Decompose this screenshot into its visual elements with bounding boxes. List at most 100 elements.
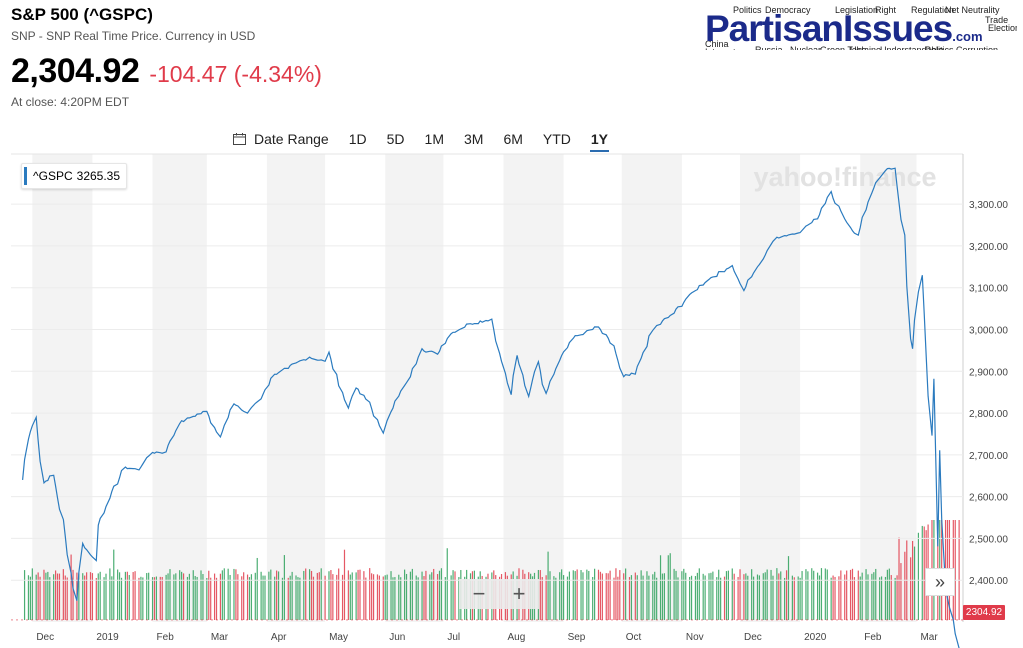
volume-bar [663, 573, 666, 620]
volume-bar [640, 570, 642, 620]
volume-bar [357, 569, 359, 620]
volume-bar [382, 576, 384, 620]
volume-bar [97, 573, 99, 620]
volume-bar [559, 572, 561, 620]
volume-bar [148, 572, 150, 620]
volume-bar [274, 576, 276, 620]
volume-bar [588, 570, 590, 620]
logo-word: Right [875, 6, 897, 15]
range-1y[interactable]: 1Y [589, 126, 610, 152]
volume-bar [332, 574, 334, 620]
volume-bar [165, 574, 167, 620]
range-1d[interactable]: 1D [348, 131, 367, 147]
volume-bar [785, 570, 788, 620]
range-3m[interactable]: 3M [463, 131, 484, 147]
volume-bar [210, 577, 212, 620]
y-tick-label: 3,200.00 [969, 242, 1008, 253]
volume-bar [310, 570, 313, 620]
volume-bar [169, 569, 171, 620]
volume-bar [320, 568, 322, 620]
volume-bar [126, 571, 128, 620]
volume-bar [787, 556, 790, 620]
volume-bar [832, 575, 834, 620]
x-tick-label: Aug [507, 632, 525, 643]
volume-bar [276, 570, 278, 620]
x-tick-label: Dec [744, 632, 762, 643]
volume-bar [91, 573, 94, 620]
volume-bar [167, 573, 169, 620]
volume-bar [752, 576, 755, 620]
volume-bar [791, 575, 793, 620]
volume-bar [415, 575, 417, 620]
range-5d[interactable]: 5D [386, 131, 405, 147]
volume-bar [857, 570, 859, 620]
logo-word: China [705, 39, 729, 49]
volume-bar [227, 568, 229, 620]
zoom-in-button[interactable]: + [512, 581, 526, 606]
month-band [266, 154, 326, 622]
y-tick-label: 2,500.00 [969, 534, 1008, 545]
volume-bar [351, 572, 353, 620]
legend-symbol: ^GSPC [33, 169, 73, 183]
volume-bar [431, 572, 433, 620]
volume-bar [452, 570, 454, 620]
volume-bar [592, 577, 594, 620]
volume-bar [568, 571, 571, 620]
x-tick-label: Apr [271, 632, 287, 643]
volume-bar [254, 572, 256, 620]
volume-bar [888, 568, 890, 620]
x-tick-label: Jun [389, 632, 405, 643]
zoom-controls: − + [459, 579, 539, 609]
volume-bar [235, 569, 237, 620]
volume-bar [811, 568, 813, 620]
volume-bar [764, 572, 766, 620]
volume-bar [458, 577, 460, 620]
volume-bar [43, 569, 45, 620]
volume-bar [223, 568, 225, 620]
range-1m[interactable]: 1M [424, 131, 444, 147]
volume-bar [586, 569, 588, 620]
volume-bar [425, 570, 427, 620]
volume-bar [958, 520, 960, 620]
volume-bar [784, 577, 786, 620]
volume-bar [444, 577, 446, 620]
volume-bar [712, 571, 714, 620]
volume-bar [37, 572, 39, 620]
expand-chevron-button[interactable]: » [925, 568, 955, 596]
logo-word: Internet [705, 48, 736, 51]
volume-bar [343, 549, 346, 620]
volume-bar [770, 569, 772, 620]
volume-bar [394, 577, 396, 620]
date-range-button[interactable]: Date Range [233, 126, 329, 152]
volume-bar [196, 576, 198, 620]
volume-bar [84, 575, 86, 620]
series-legend[interactable]: ^GSPC 3265.35 [21, 163, 128, 189]
y-tick-label: 3,100.00 [969, 284, 1008, 295]
volume-bar [423, 576, 425, 620]
volume-bar [619, 570, 621, 620]
volume-bar [704, 575, 706, 620]
volume-bar [609, 570, 611, 620]
range-ytd[interactable]: YTD [542, 131, 571, 147]
logo-word: Politics Corruption [925, 45, 999, 51]
range-6m[interactable]: 6M [503, 131, 523, 147]
volume-bar [268, 571, 270, 620]
month-band [503, 154, 564, 622]
partisanissues-logo: Politics Democracy Legislation Right Regulat… [705, 6, 1017, 50]
volume-bar [363, 571, 365, 620]
price-series-line[interactable] [22, 167, 960, 648]
volume-bar [615, 568, 617, 620]
logo-word: Regulation [911, 6, 955, 15]
calendar-icon [233, 133, 246, 145]
volume-bar [429, 574, 431, 620]
volume-bar [264, 575, 266, 620]
volume-bar [221, 570, 223, 620]
volume-bar [840, 570, 842, 620]
volume-bar [248, 577, 251, 620]
volume-bar [562, 575, 565, 620]
volume-bar [338, 568, 340, 620]
zoom-out-button[interactable]: − [472, 581, 486, 606]
volume-bar [138, 577, 140, 620]
volume-bar [47, 571, 49, 620]
